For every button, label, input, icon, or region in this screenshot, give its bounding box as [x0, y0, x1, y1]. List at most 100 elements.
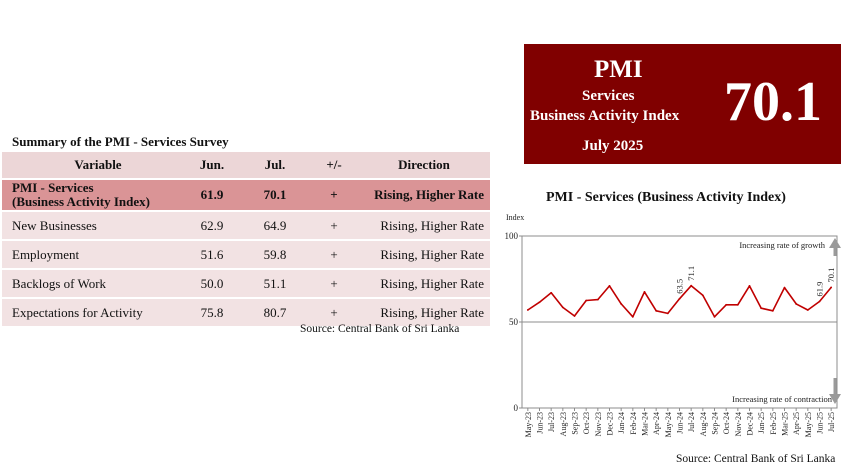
- data-point: [573, 315, 576, 317]
- data-point: [725, 303, 728, 306]
- x-tick-label: Jan-24: [617, 412, 626, 433]
- data-point: [655, 309, 658, 312]
- contraction-annotation: Increasing rate of contraction: [732, 394, 833, 404]
- data-point: [748, 284, 751, 287]
- data-point: [690, 284, 693, 287]
- x-tick-label: May-25: [804, 412, 813, 437]
- pmi-summary-table: Variable Jun. Jul. +/- Direction PMI - S…: [2, 152, 490, 328]
- row-direction: Rising, Higher Rate: [358, 211, 490, 241]
- x-tick-label: Jun-23: [536, 412, 545, 434]
- row-variable-line2: (Business Activity Index): [12, 194, 150, 209]
- data-point: [620, 303, 623, 305]
- data-point: [585, 299, 588, 302]
- row-variable-line1: PMI - Services: [12, 180, 94, 195]
- row-variable: PMI - Services (Business Activity Index): [2, 179, 184, 212]
- data-point: [561, 306, 564, 309]
- row-jul: 59.8: [240, 240, 310, 270]
- row-variable: Expectations for Activity: [2, 298, 184, 328]
- data-point: [538, 301, 541, 304]
- table-row: New Businesses 62.9 64.9 + Rising, Highe…: [2, 211, 490, 241]
- table-source: Source: Central Bank of Sri Lanka: [300, 323, 460, 335]
- row-change: +: [310, 179, 358, 212]
- data-point: [760, 307, 763, 310]
- row-change: +: [310, 240, 358, 270]
- row-jun: 61.9: [184, 179, 240, 212]
- row-direction: Rising, Higher Rate: [358, 240, 490, 270]
- row-variable: Backlogs of Work: [2, 269, 184, 299]
- data-point: [818, 300, 821, 303]
- pmi-highlight-box: PMI Services Business Activity Index Jul…: [524, 44, 841, 164]
- row-jun: 51.6: [184, 240, 240, 270]
- data-point: [736, 303, 739, 306]
- row-variable: Employment: [2, 240, 184, 270]
- x-tick-label: Jun-25: [816, 412, 825, 434]
- y-tick-label: 50: [509, 317, 519, 327]
- data-point: [678, 297, 681, 300]
- x-tick-label: Nov-24: [734, 412, 743, 436]
- box-month: July 2025: [582, 138, 644, 154]
- row-change: +: [310, 211, 358, 241]
- row-direction: Rising, Higher Rate: [358, 179, 490, 212]
- table-row: Employment 51.6 59.8 + Rising, Higher Ra…: [2, 240, 490, 270]
- x-tick-label: Jul-24: [687, 412, 696, 432]
- x-tick-label: Aug-23: [559, 412, 568, 436]
- box-line1: Services: [582, 88, 635, 104]
- table-header-row: Variable Jun. Jul. +/- Direction: [2, 152, 490, 180]
- row-jul: 70.1: [240, 179, 310, 212]
- y-tick-label: 100: [505, 231, 519, 241]
- data-point: [526, 309, 529, 311]
- x-tick-label: Aug-24: [699, 412, 708, 436]
- x-tick-label: Oct-24: [722, 412, 731, 434]
- chart-source: Source: Central Bank of Sri Lanka: [676, 453, 836, 465]
- table-row: PMI - Services (Business Activity Index)…: [2, 179, 490, 212]
- box-value: 70.1: [724, 71, 822, 133]
- row-jun: 75.8: [184, 298, 240, 328]
- row-jun: 50.0: [184, 269, 240, 299]
- x-tick-label: Oct-23: [582, 412, 591, 434]
- box-line2: Business Activity Index: [530, 108, 680, 124]
- row-jun: 62.9: [184, 211, 240, 241]
- data-label: 71.1: [686, 266, 696, 281]
- data-point: [666, 312, 669, 315]
- x-tick-label: May-24: [664, 412, 673, 437]
- data-label: 61.9: [815, 282, 825, 297]
- x-tick-label: Mar-25: [781, 412, 790, 436]
- row-jul: 64.9: [240, 211, 310, 241]
- x-tick-label: Mar-24: [641, 412, 650, 436]
- x-tick-label: Dec-23: [606, 412, 615, 436]
- chart-title: PMI - Services (Business Activity Index): [546, 190, 786, 205]
- x-tick-label: Sep-24: [711, 412, 720, 435]
- row-direction: Rising, Higher Rate: [358, 298, 490, 328]
- data-label: 63.5: [675, 279, 685, 294]
- table-row: Backlogs of Work 50.0 51.1 + Rising, Hig…: [2, 269, 490, 299]
- header-variable: Variable: [2, 152, 184, 180]
- row-jul: 80.7: [240, 298, 310, 328]
- data-point: [795, 303, 798, 305]
- contraction-arrow-icon: [829, 394, 841, 404]
- box-heading: PMI: [594, 56, 643, 83]
- header-change: +/-: [310, 152, 358, 180]
- data-point: [608, 284, 611, 287]
- data-point: [701, 294, 704, 297]
- row-change: +: [310, 298, 358, 328]
- header-jul: Jul.: [240, 152, 310, 180]
- data-point: [806, 309, 809, 311]
- row-change: +: [310, 269, 358, 299]
- x-tick-label: Jun-24: [676, 412, 685, 434]
- x-tick-label: Feb-24: [629, 412, 638, 435]
- data-point: [830, 286, 833, 289]
- header-direction: Direction: [358, 152, 490, 180]
- x-tick-label: Sep-23: [571, 412, 580, 435]
- row-direction: Rising, Higher Rate: [358, 269, 490, 299]
- data-point: [713, 315, 716, 318]
- y-tick-label: 0: [514, 403, 519, 413]
- data-point: [783, 286, 786, 289]
- x-tick-label: May-23: [524, 412, 533, 437]
- growth-annotation: Increasing rate of growth: [739, 240, 825, 250]
- row-variable: New Businesses: [2, 211, 184, 241]
- x-tick-label: Dec-24: [746, 412, 755, 436]
- table-row: Expectations for Activity 75.8 80.7 + Ri…: [2, 298, 490, 328]
- data-point: [771, 309, 774, 312]
- x-tick-label: Apr-24: [652, 412, 661, 435]
